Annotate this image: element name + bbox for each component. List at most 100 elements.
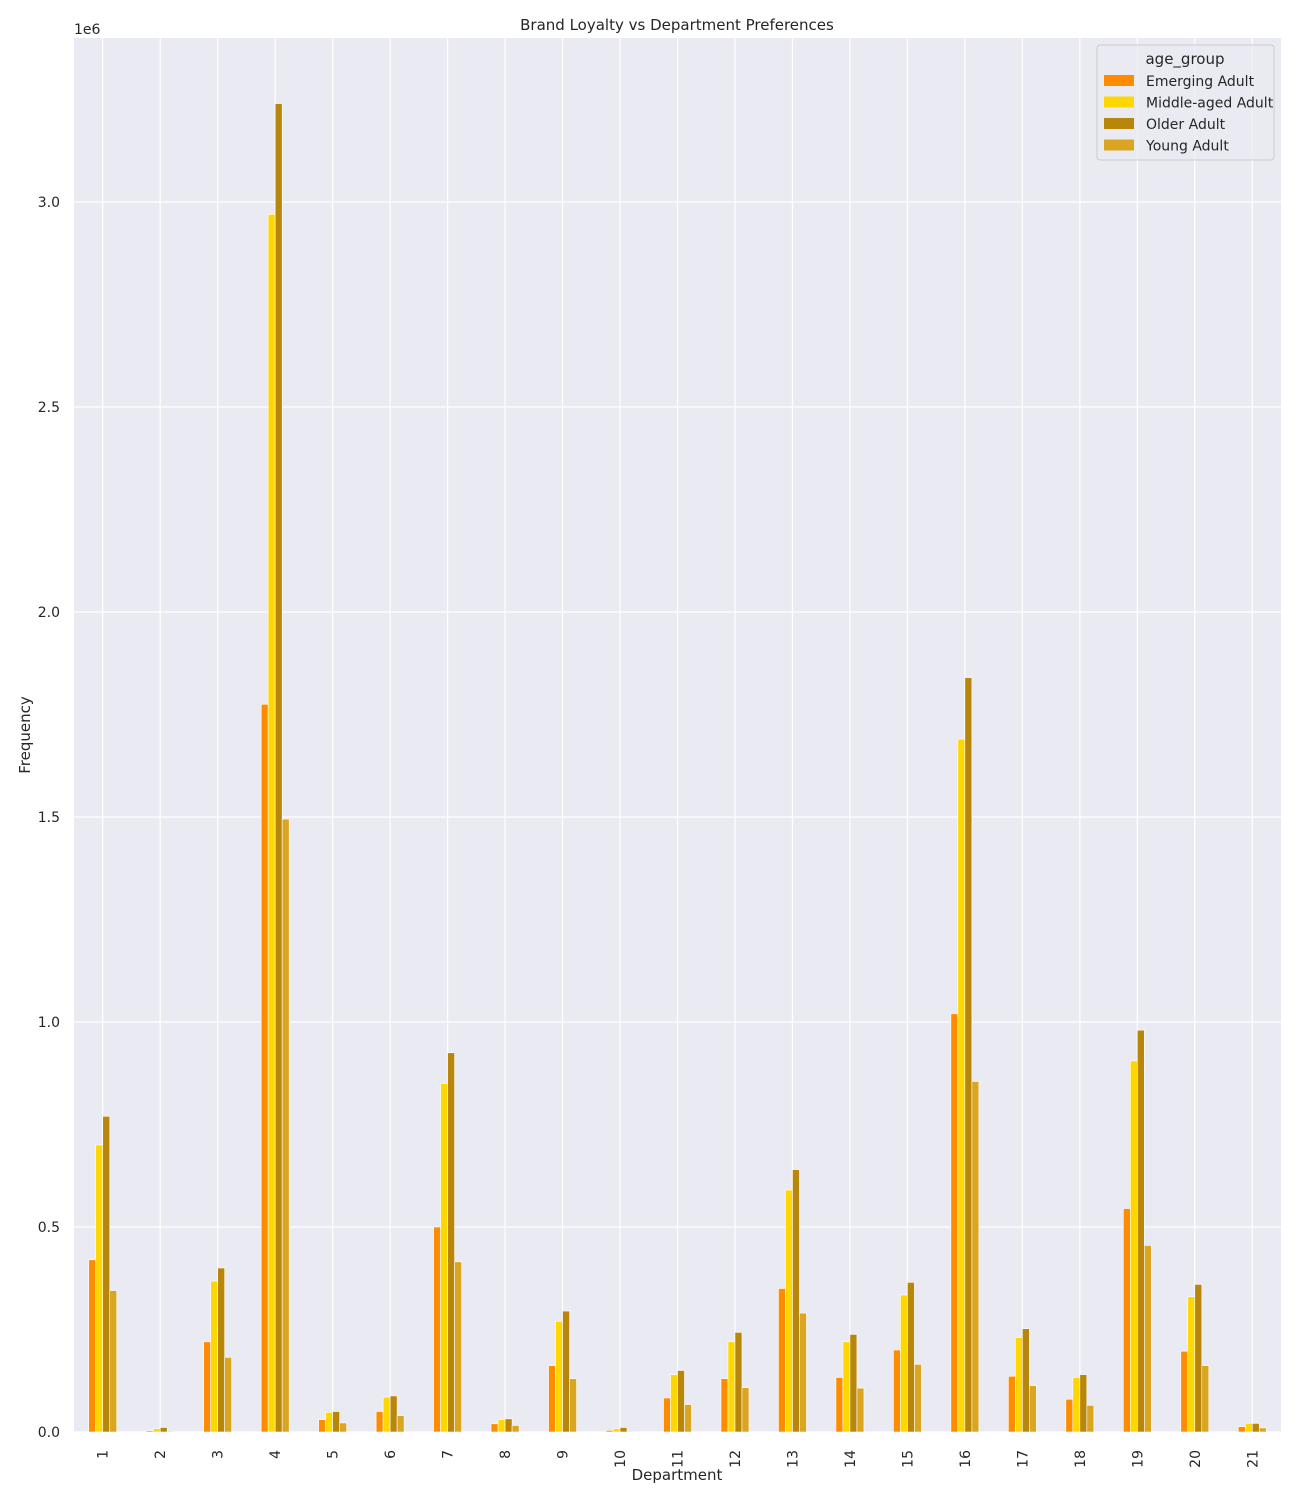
bar-older-adult-dept-8 [504,1418,513,1433]
bar-emerging-adult-dept-15 [893,1349,901,1433]
bar-middle-aged-adult-dept-18 [1072,1377,1081,1433]
bar-older-adult-dept-20 [1194,1284,1203,1433]
bar-older-adult-dept-5 [332,1411,340,1433]
x-tick-label: 4 [268,1450,284,1459]
bar-older-adult-dept-17 [1022,1328,1030,1433]
bar-middle-aged-adult-dept-1 [95,1144,104,1433]
bar-middle-aged-adult-dept-8 [497,1419,506,1433]
bar-older-adult-dept-11 [677,1370,685,1433]
bar-young-adult-dept-2 [166,1430,175,1433]
bar-young-adult-dept-21 [1258,1427,1267,1433]
bar-middle-aged-adult-dept-20 [1187,1296,1196,1433]
bar-young-adult-dept-14 [856,1387,865,1433]
x-tick-label: 2 [153,1450,169,1459]
legend-label: Middle-aged Adult [1146,96,1274,112]
y-tick-label: 2.5 [38,400,60,416]
legend-label: Young Adult [1145,139,1229,155]
bar-emerging-adult-dept-11 [663,1397,671,1433]
y-tick-label: 0.5 [38,1220,60,1236]
y-tick-label: 1.5 [38,810,60,826]
bar-emerging-adult-dept-5 [318,1419,326,1433]
bar-middle-aged-adult-dept-7 [440,1083,448,1433]
bar-emerging-adult-dept-12 [720,1378,729,1433]
bar-middle-aged-adult-dept-9 [555,1321,563,1433]
bar-young-adult-dept-15 [914,1364,922,1433]
bar-middle-aged-adult-dept-17 [1015,1337,1023,1433]
bar-young-adult-dept-7 [454,1261,462,1433]
bar-emerging-adult-dept-14 [835,1377,844,1433]
bar-emerging-adult-dept-4 [260,703,269,1433]
bar-emerging-adult-dept-20 [1180,1350,1189,1433]
bar-older-adult-dept-1 [102,1116,111,1433]
bar-young-adult-dept-9 [569,1378,577,1433]
bar-middle-aged-adult-dept-21 [1244,1423,1253,1433]
legend: age_group Emerging Adult Middle-aged Adul… [1096,44,1275,161]
bar-young-adult-dept-11 [684,1404,692,1433]
bar-young-adult-dept-4 [281,818,290,1433]
bar-older-adult-dept-7 [447,1052,455,1433]
bar-older-adult-dept-14 [849,1334,858,1433]
y-tick-label: 2.0 [38,605,60,621]
bar-emerging-adult-dept-7 [433,1226,441,1433]
bar-middle-aged-adult-dept-11 [670,1374,678,1433]
x-tick-label: 16 [958,1450,974,1468]
bar-emerging-adult-dept-19 [1123,1208,1131,1433]
bar-middle-aged-adult-dept-3 [210,1280,218,1433]
x-tick-label: 14 [843,1450,859,1468]
x-tick-label: 11 [671,1450,687,1468]
bar-middle-aged-adult-dept-15 [900,1294,908,1433]
bar-middle-aged-adult-dept-4 [267,214,276,1433]
bar-emerging-adult-dept-2 [145,1430,154,1433]
x-axis-label: Department [632,1466,723,1484]
x-tick-label: 5 [326,1450,342,1459]
bar-middle-aged-adult-dept-13 [785,1189,793,1433]
bar-emerging-adult-dept-13 [778,1288,786,1433]
bar-emerging-adult-dept-17 [1008,1375,1016,1433]
bar-older-adult-dept-19 [1137,1029,1145,1433]
bar-young-adult-dept-19 [1144,1245,1152,1433]
bar-older-adult-dept-4 [274,103,283,1433]
x-tick-label: 19 [1130,1450,1146,1468]
bar-emerging-adult-dept-1 [88,1259,97,1433]
bar-middle-aged-adult-dept-19 [1130,1060,1138,1433]
bar-older-adult-dept-15 [907,1282,915,1433]
bar-older-adult-dept-6 [389,1395,398,1433]
bar-emerging-adult-dept-3 [203,1341,211,1433]
bar-young-adult-dept-16 [971,1081,980,1433]
x-tick-label: 3 [211,1450,227,1459]
bar-young-adult-dept-6 [396,1415,405,1433]
bar-older-adult-dept-9 [562,1310,570,1433]
bar-young-adult-dept-1 [109,1290,118,1433]
legend-swatch [1104,75,1134,86]
x-tick-label: 18 [1073,1450,1089,1468]
bar-middle-aged-adult-dept-5 [325,1412,333,1433]
x-tick-label: 21 [1245,1450,1261,1468]
x-tick-label: 8 [498,1450,514,1459]
bar-emerging-adult-dept-18 [1065,1398,1074,1433]
bar-middle-aged-adult-dept-12 [727,1341,736,1433]
x-tick-label: 12 [728,1450,744,1468]
bar-young-adult-dept-17 [1029,1385,1037,1433]
x-tick-label: 7 [441,1450,457,1459]
legend-swatch [1104,96,1134,108]
bar-emerging-adult-dept-9 [548,1365,556,1433]
bar-middle-aged-adult-dept-6 [382,1396,391,1433]
bar-older-adult-dept-2 [159,1427,168,1433]
bar-emerging-adult-dept-6 [375,1411,384,1433]
x-tick-label: 15 [900,1450,916,1468]
bar-young-adult-dept-20 [1201,1365,1210,1433]
bar-young-adult-dept-12 [741,1387,750,1433]
bar-young-adult-dept-18 [1086,1405,1095,1433]
y-scale-note: 1e6 [74,22,101,38]
y-tick-labels: 0.0 0.5 1.0 1.5 2.0 2.5 3.0 [38,195,60,1441]
x-tick-label: 13 [785,1450,801,1468]
legend-label: Older Adult [1146,117,1226,133]
x-tick-label: 1 [96,1450,112,1459]
bar-young-adult-dept-8 [511,1425,520,1433]
legend-swatch [1104,118,1134,129]
x-tick-label: 17 [1015,1450,1031,1468]
bar-middle-aged-adult-dept-16 [957,738,966,1433]
legend-label: Emerging Adult [1146,74,1255,90]
